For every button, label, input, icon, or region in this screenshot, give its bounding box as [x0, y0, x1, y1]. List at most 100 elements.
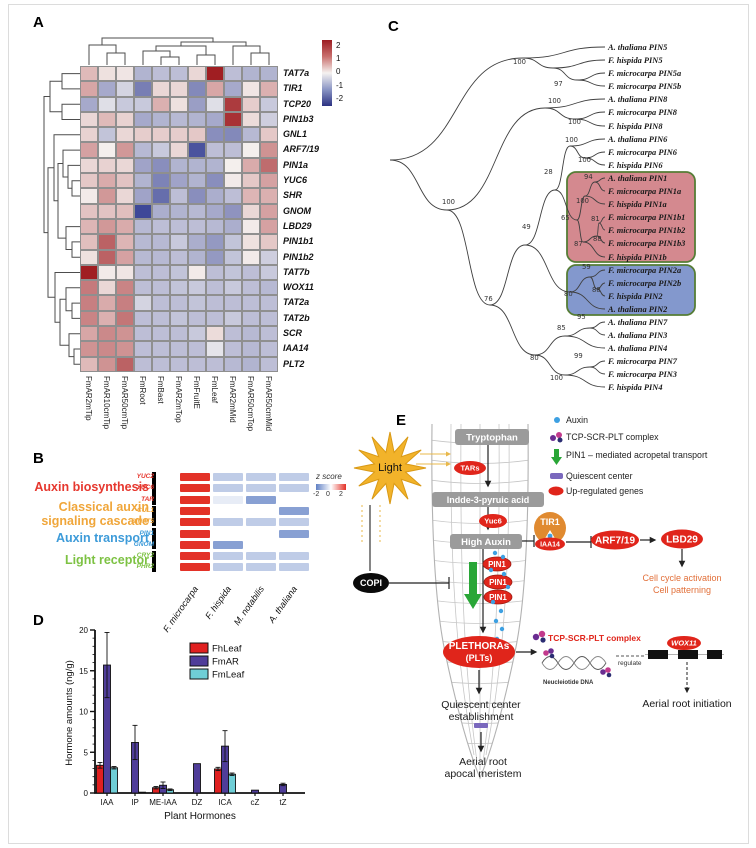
- heatmap-cell-SCR-FmBast: [152, 326, 170, 342]
- heatmap-cell-TCP20-FmFruitE: [188, 96, 206, 112]
- green-transport-arrow: [464, 562, 482, 609]
- heatmap-cell-TAT2a-FmAR50cmTip: [116, 295, 134, 311]
- dna-helix: [541, 656, 607, 670]
- heatmap-sample-labels: FmAR2mTip FmAR10cmTip FmAR50cmTip FmRoot FmB…: [80, 376, 280, 454]
- light-star-icon: [353, 431, 427, 505]
- heatmap-cell-PIN1b3-FmAR2mTop: [170, 111, 188, 128]
- heatmap-cell-PIN1a-FmAR50cmTip: [116, 157, 134, 174]
- copi-inhibition-line: [389, 577, 450, 589]
- tree-edge: [552, 59, 606, 69]
- tree-edge: [589, 276, 598, 290]
- heatmap-cell-TAT7b-FmAR2mMid: [224, 264, 242, 281]
- b-heatmap-cell-YUC6: [213, 484, 243, 493]
- gene-label: PLT2: [283, 358, 305, 369]
- heatmap-cell-TAT2b-FmFruitE: [188, 310, 206, 327]
- tree-edge: [596, 288, 606, 297]
- heatmap-cell-TAT2a-FmAR50cmMid: [260, 295, 278, 311]
- heatmap-cell-GNL1-FmAR10cmTip: [98, 127, 116, 143]
- tree-edge: [598, 222, 606, 231]
- legend-label-FmAR: FmAR: [212, 657, 239, 668]
- b-heatmap-cell-CUL1: [246, 506, 276, 515]
- category-label: Auxin biosynthesis: [34, 480, 149, 494]
- heatmap-cell-PIN1b2-FmBast: [152, 249, 170, 265]
- arf-node: [591, 530, 639, 550]
- gene-label: GNOM: [283, 205, 311, 216]
- heatmap-cell-GNOM-FmLeaf: [206, 203, 224, 219]
- heatmap-cell-PIN1a-FmAR50cmTop: [242, 157, 260, 174]
- auxin-dot-tir1: [547, 533, 553, 539]
- heatmap-cell-SHR-FmAR2mTop: [170, 188, 188, 204]
- iaa14-label: IAA14: [540, 542, 560, 549]
- heatmap-cell-IAA14-FmAR2mTip: [80, 341, 98, 357]
- b-heatmap-cell-CRY2: [180, 552, 210, 561]
- heatmap-cell-PIN1b1-FmAR2mTop: [170, 234, 188, 250]
- copi-node: [353, 573, 389, 593]
- heatmap-cell-YUC6-FmAR50cmTop: [242, 173, 260, 189]
- heatmap-cell-ARF7/19-FmAR2mMid: [224, 142, 242, 158]
- heatmap-cell-TAT7a-FmBast: [152, 66, 170, 82]
- legend-quiescent: Quiescent center: [566, 471, 633, 481]
- expression-heatmap: [80, 66, 278, 372]
- heatmap-cell-PIN1b3-FmFruitE: [188, 111, 206, 128]
- taxon-label: A. thaliana PIN6: [607, 135, 668, 144]
- taxon-label: F. microcarpa PIN6: [607, 148, 678, 157]
- heatmap-cell-YUC6-FmAR50cmTip: [116, 173, 134, 189]
- heatmap-cell-PLT2-FmAR50cmTip: [116, 356, 134, 372]
- heatmap-cell-WOX11-FmAR2mTop: [170, 280, 188, 296]
- heatmap-cell-PIN1b3-FmAR2mTip: [80, 111, 98, 128]
- heatmap-cell-WOX11-FmAR50cmMid: [260, 280, 278, 296]
- bootstrap-value: 94: [584, 173, 593, 181]
- green-arrow-legend-icon: [551, 449, 562, 465]
- pathway-diagram: Light COPI Tryptophan Indde-3-pyruic aci…: [353, 415, 732, 780]
- bootstrap-value: 65: [561, 214, 570, 222]
- heatmap-cell-IAA14-FmAR2mMid: [224, 341, 242, 357]
- taxon-label: F. microcarpa PIN1b3: [607, 239, 685, 248]
- y-tick-label: 10: [79, 708, 88, 717]
- heatmap-cell-PIN1b3-FmLeaf: [206, 111, 224, 128]
- heatmap-cell-ARF7/19-FmAR2mTop: [170, 142, 188, 158]
- bootstrap-value: 97: [554, 80, 563, 88]
- heatmap-cell-PIN1a-FmAR2mTop: [170, 157, 188, 174]
- heatmap-cell-TAT7b-FmFruitE: [188, 264, 206, 281]
- taxon-label: F. microcarpa PIN3: [607, 370, 677, 379]
- heatmap-cell-PIN1b1-FmBast: [152, 234, 170, 250]
- upregulated-gene-nodes: TARs Yuc6 PIN1 PIN1 PIN1: [454, 461, 513, 605]
- taxon-label: F. hispida PIN4: [607, 383, 663, 392]
- sample-label: FmFruitE: [192, 376, 201, 409]
- panel-e-label: E: [396, 412, 407, 429]
- heatmap-cell-TAT7a-FmAR10cmTip: [98, 66, 116, 82]
- bar-FmLeaf-ICA: [228, 773, 236, 794]
- heatmap-cell-PLT2-FmRoot: [134, 356, 152, 372]
- heatmap-cell-GNOM-FmRoot: [134, 203, 152, 219]
- tcp-complex-text: TCP-SCR-PLT complex: [548, 633, 641, 643]
- x-tick-label: tZ: [279, 798, 286, 807]
- heatmap-cell-PLT2-FmAR2mMid: [224, 356, 242, 372]
- b-heatmap-cell-YUC2: [246, 473, 276, 481]
- lbd29-label: LBD29: [666, 535, 698, 546]
- tree-edge: [564, 374, 606, 388]
- tcp-legend-icon: [550, 432, 563, 443]
- bootstrap-value: 88: [592, 286, 601, 294]
- heatmap-cell-GNL1-FmAR2mMid: [224, 127, 242, 143]
- heatmap-cell-TCP20-FmBast: [152, 96, 170, 112]
- tree-edge: [576, 72, 606, 81]
- b-heatmap-cell-CUL1: [279, 506, 309, 515]
- x-tick-label: ME-IAA: [149, 798, 177, 807]
- bar-FhLeaf-IAA: [96, 764, 104, 794]
- b-heatmap-cell-CRY2: [279, 552, 309, 561]
- tree-edge: [589, 327, 606, 336]
- heatmap-cell-TAT2b-FmLeaf: [206, 310, 224, 327]
- b-heatmap-cell-SINAT5: [213, 518, 243, 527]
- plts-label: (PLTs): [466, 653, 493, 663]
- b-gene-label: PHR2: [136, 563, 154, 571]
- heatmap-cell-TAT7a-FmAR50cmTop: [242, 66, 260, 82]
- cell-patterning-text: Cell patterning: [653, 585, 711, 595]
- b-heatmap-cell-PHR2: [246, 563, 276, 572]
- heatmap-cell-IAA14-FmAR50cmTip: [116, 341, 134, 357]
- taxon-label: A. thaliana PIN8: [607, 95, 668, 104]
- heatmap-cell-GNL1-FmRoot: [134, 127, 152, 143]
- bootstrap-value: 87: [574, 240, 583, 248]
- taxon-label: A. thaliana PIN3: [607, 331, 667, 340]
- heatmap-cell-PIN1b2-FmLeaf: [206, 249, 224, 265]
